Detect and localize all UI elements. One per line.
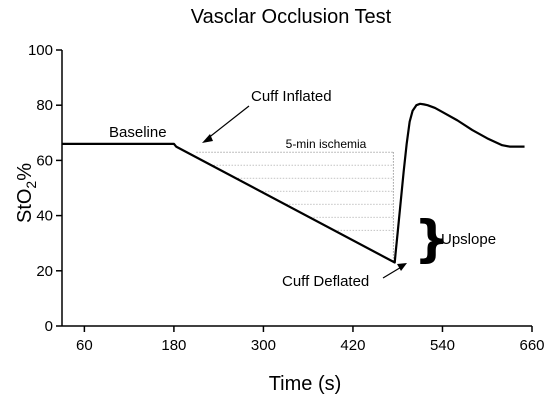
axes: 0 20 40 60 80 100 60 180 300 420 540 660	[28, 42, 545, 354]
y-tick-label: 100	[28, 42, 53, 59]
y-axis-title-subscript: 2	[23, 181, 39, 189]
annotation-ischemia: 5-min ischemia	[286, 137, 367, 151]
annotation-upslope: Upslope	[441, 231, 496, 248]
y-tick-label: 20	[36, 263, 53, 280]
y-axis-title-main: StO	[14, 189, 36, 223]
y-axis-title-suffix: %	[14, 163, 36, 181]
y-tick-label: 40	[36, 208, 53, 225]
series-layer	[62, 102, 525, 264]
annotation-cuff-inflated: Cuff Inflated	[251, 88, 332, 105]
y-tick-label: 80	[36, 97, 53, 114]
x-tick-label: 60	[76, 337, 93, 354]
x-tick-label: 660	[519, 337, 544, 354]
annotation-baseline: Baseline	[109, 124, 167, 141]
cuff-deflated-arrowhead	[397, 263, 407, 271]
y-axis-title: StO2%	[14, 163, 39, 223]
upslope-brace: }	[414, 210, 450, 268]
x-tick-label: 180	[161, 337, 186, 354]
x-tick-label: 300	[251, 337, 276, 354]
cuff-inflated-arrow	[206, 105, 250, 140]
svg-text:StO2%: StO2%	[14, 163, 39, 223]
x-axis-title: Time (s)	[269, 373, 342, 395]
x-tick-label: 420	[340, 337, 365, 354]
x-tick-label: 540	[430, 337, 455, 354]
series-line-sto2	[62, 102, 525, 264]
chart-title: Vasclar Occlusion Test	[191, 6, 392, 28]
cuff-inflated-arrowhead	[202, 134, 213, 143]
y-tick-label: 0	[45, 318, 53, 335]
ischemia-region	[196, 151, 394, 262]
annotation-cuff-deflated: Cuff Deflated	[282, 273, 369, 290]
y-tick-label: 60	[36, 152, 53, 169]
